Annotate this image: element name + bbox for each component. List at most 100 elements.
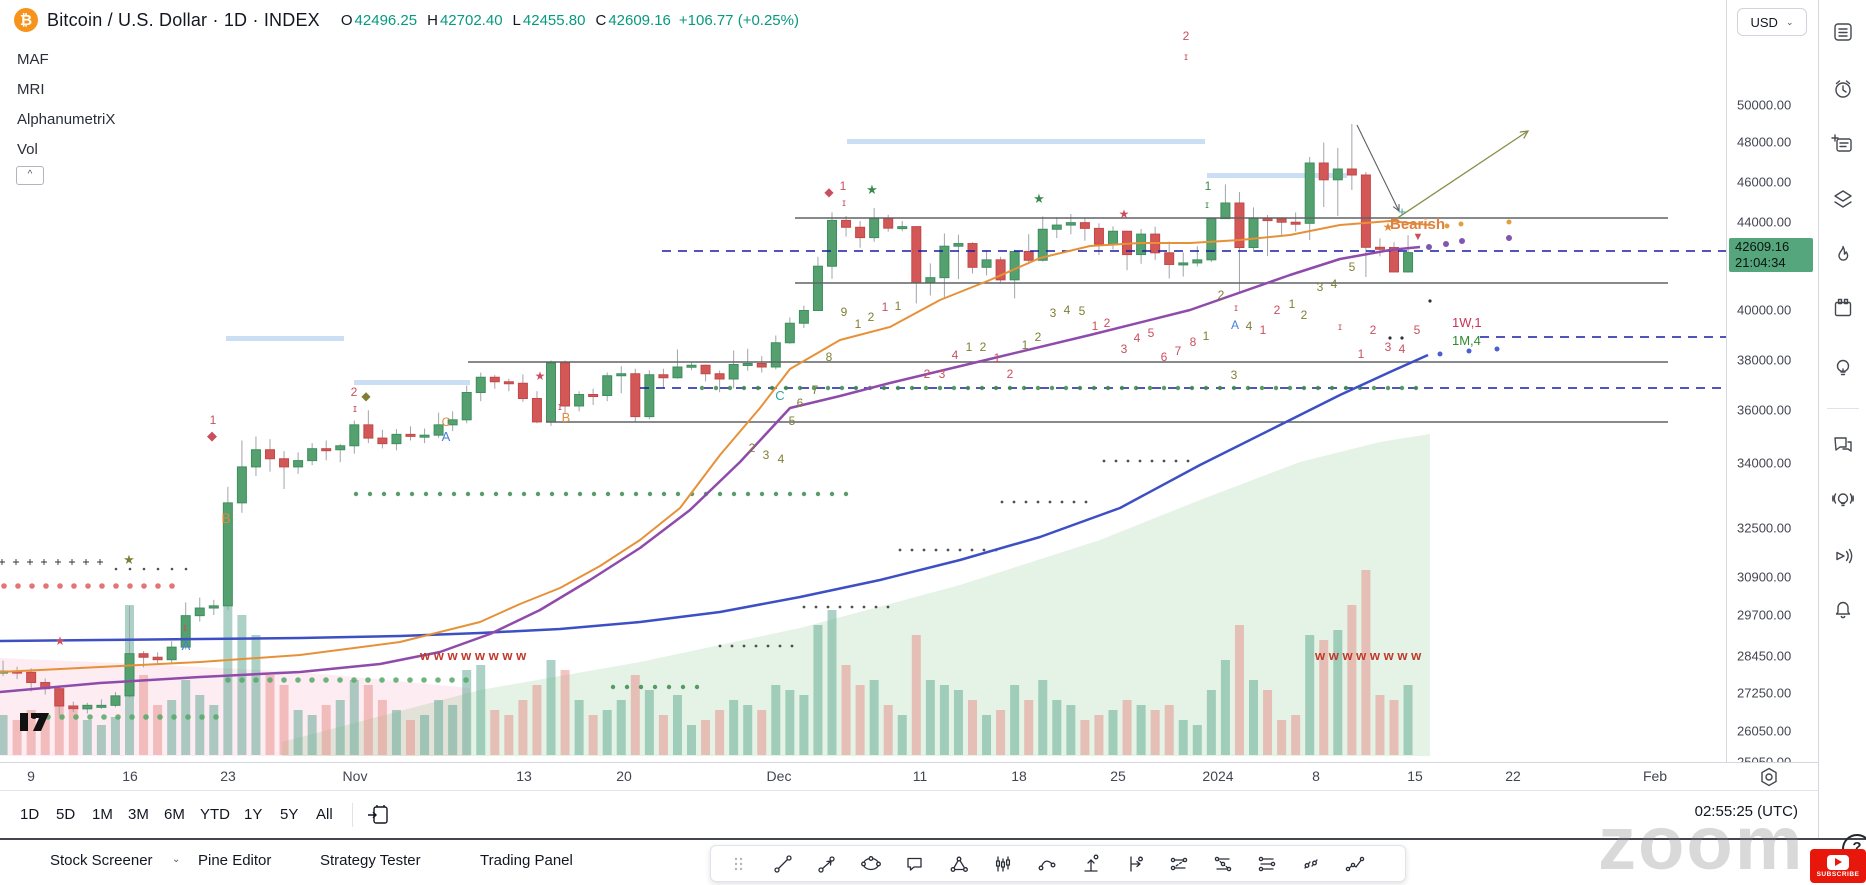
alerts-clock-icon[interactable] xyxy=(1831,77,1855,101)
watchlist-icon[interactable] xyxy=(1831,20,1855,44)
trend-arrow-icon[interactable] xyxy=(805,850,849,878)
svg-text:8: 8 xyxy=(826,350,833,364)
svg-text:1: 1 xyxy=(1205,179,1212,193)
gann-box-icon[interactable] xyxy=(1157,850,1201,878)
price-axis[interactable]: 42609.16 21:04:34 USD ⌄ 50000.00 48000.00… xyxy=(1726,0,1819,770)
symbol-title[interactable]: Bitcoin / U.S. Dollar · 1D · INDEX xyxy=(47,9,320,30)
svg-text:2: 2 xyxy=(868,310,875,324)
svg-text:2: 2 xyxy=(1104,316,1111,330)
svg-text:1: 1 xyxy=(855,317,862,331)
timeframe-button-1m[interactable]: 1M xyxy=(92,806,113,823)
svg-text:7: 7 xyxy=(812,383,819,397)
svg-text:2: 2 xyxy=(1035,330,1042,344)
svg-text:ɪ: ɪ xyxy=(558,401,562,413)
ray-icon[interactable] xyxy=(1113,850,1157,878)
time-axis-label: 9 xyxy=(27,768,35,784)
time-axis-label: 16 xyxy=(122,768,138,784)
live-ideas-icon[interactable] xyxy=(1831,488,1855,512)
tradingview-logo-icon[interactable] xyxy=(18,708,52,739)
svg-text:★: ★ xyxy=(866,182,878,197)
trend-line-icon[interactable] xyxy=(761,850,805,878)
svg-text:ɪ: ɪ xyxy=(1184,52,1188,63)
svg-text:4: 4 xyxy=(1399,342,1406,356)
time-axis[interactable]: 9 16 23 Nov 13 20 Dec 11 18 25 2024 8 15 22 Feb xyxy=(0,762,1818,791)
go-to-date-button[interactable] xyxy=(366,803,390,827)
indicator-row-mri[interactable]: MRI xyxy=(17,80,45,98)
svg-text:ɪ: ɪ xyxy=(353,403,357,415)
svg-text:1: 1 xyxy=(1092,319,1099,333)
svg-text:8: 8 xyxy=(1190,335,1197,349)
long-position-icon[interactable] xyxy=(1069,850,1113,878)
drag-handle-icon[interactable] xyxy=(717,850,761,878)
svg-text:1: 1 xyxy=(840,179,847,193)
high-label: H xyxy=(427,11,438,29)
timeframe-toolbar: 02:55:25 (UTC) 1D 5D 1M 3M 6M YTD 1Y 5Y All xyxy=(0,790,1818,839)
hotlist-flame-icon[interactable] xyxy=(1831,243,1855,267)
time-axis-label: 13 xyxy=(516,768,532,784)
panel-tab-stock-screener[interactable]: Stock Screener xyxy=(50,852,153,869)
subscribe-badge[interactable]: SUBSCRIBE xyxy=(1810,849,1866,883)
divider xyxy=(352,803,353,827)
disjoint-channel-icon[interactable] xyxy=(1201,850,1245,878)
indicator-legend: MAF MRI AlphanumetriX Vol xyxy=(17,44,115,164)
price-axis-label: 38000.00 xyxy=(1737,352,1792,368)
high-value: 42702.40 xyxy=(439,11,503,29)
curve-icon[interactable] xyxy=(1025,850,1069,878)
svg-text:4: 4 xyxy=(778,452,785,466)
timeframe-button-5d[interactable]: 5D xyxy=(56,806,76,823)
svg-text:5: 5 xyxy=(1079,304,1086,318)
time-axis-label: Dec xyxy=(766,768,792,784)
timeframe-button-all[interactable]: All xyxy=(316,806,333,823)
timeframe-button-3m[interactable]: 3M xyxy=(128,806,149,823)
price-axis-label: 50000.00 xyxy=(1737,97,1792,113)
svg-text:6: 6 xyxy=(797,396,804,410)
svg-text:A: A xyxy=(442,429,451,444)
notifications-bell-icon[interactable] xyxy=(1831,598,1855,622)
calendar-icon[interactable] xyxy=(1831,296,1855,320)
low-value: 42455.80 xyxy=(522,11,586,29)
favorites-drawing-toolbar[interactable] xyxy=(710,845,1406,882)
svg-text:2: 2 xyxy=(749,441,756,455)
svg-text:★: ★ xyxy=(535,369,546,383)
timeframe-button-1d[interactable]: 1D xyxy=(20,806,40,823)
svg-text:ɪ: ɪ xyxy=(1205,200,1209,211)
indicator-row-vol[interactable]: Vol xyxy=(17,140,38,158)
chat-icon[interactable] xyxy=(1831,433,1855,457)
timeframe-button-1y[interactable]: 1Y xyxy=(244,806,263,823)
panel-tab-trading-panel[interactable]: Trading Panel xyxy=(480,852,573,869)
bars-pattern-icon[interactable] xyxy=(981,850,1025,878)
price-axis-label: 27250.00 xyxy=(1737,685,1792,701)
low-label: L xyxy=(512,11,521,29)
notes-add-icon[interactable] xyxy=(1831,132,1855,156)
svg-text:◆: ◆ xyxy=(361,389,371,403)
indicator-row-alphanumetrix[interactable]: AlphanumetriX xyxy=(17,110,116,128)
axis-settings-gear-icon[interactable] xyxy=(1758,766,1780,788)
callout-icon[interactable] xyxy=(893,850,937,878)
svg-text:★: ★ xyxy=(1383,220,1394,234)
streams-icon[interactable] xyxy=(1831,544,1855,568)
cross-line-icon[interactable] xyxy=(1289,850,1333,878)
svg-text:2: 2 xyxy=(1301,308,1308,322)
polyline-icon[interactable] xyxy=(1333,850,1377,878)
svg-text:B: B xyxy=(562,410,571,425)
currency-toggle-button[interactable]: USD ⌄ xyxy=(1737,8,1807,36)
object-tree-icon[interactable] xyxy=(1831,186,1855,210)
timeframe-button-ytd[interactable]: YTD xyxy=(200,806,230,823)
price-axis-label: 46000.00 xyxy=(1737,174,1792,190)
indicator-row-maf[interactable]: MAF xyxy=(17,50,49,68)
svg-text:ɪ: ɪ xyxy=(183,622,187,634)
timeframe-button-6m[interactable]: 6M xyxy=(164,806,185,823)
timeframe-button-5y[interactable]: 5Y xyxy=(280,806,299,823)
svg-text:C: C xyxy=(442,415,451,429)
triangle-pattern-icon[interactable] xyxy=(937,850,981,878)
ideas-bulb-icon[interactable] xyxy=(1831,356,1855,380)
panel-tab-pine-editor[interactable]: Pine Editor xyxy=(198,852,272,869)
ellipse-icon[interactable] xyxy=(849,850,893,878)
parallel-channel-icon[interactable] xyxy=(1245,850,1289,878)
legend-collapse-button[interactable]: ^ xyxy=(16,166,44,185)
bottom-panel: ⌄ Stock Screener Pine Editor Strategy Test… xyxy=(0,838,1866,885)
panel-tab-strategy-tester[interactable]: Strategy Tester xyxy=(320,852,421,869)
bitcoin-logo-icon: ₿ xyxy=(14,8,38,32)
